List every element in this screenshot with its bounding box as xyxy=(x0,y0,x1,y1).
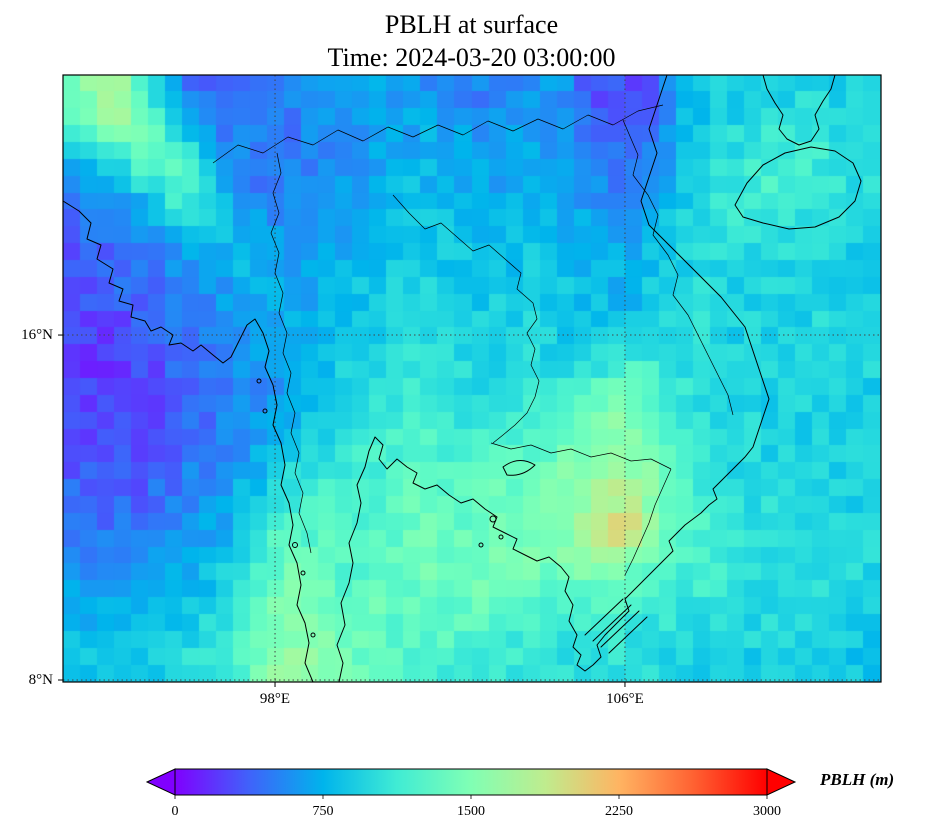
island xyxy=(256,378,262,384)
border-myanmar-thailand xyxy=(270,152,312,554)
axis-ticks xyxy=(58,334,626,687)
border-cambodia-vietnam xyxy=(624,468,672,576)
axes-frame xyxy=(62,74,882,683)
coast-hainan-island xyxy=(734,146,862,230)
border-china xyxy=(212,104,664,164)
island xyxy=(292,542,298,548)
island xyxy=(498,534,504,540)
pblh-heatmap-canvas xyxy=(63,75,881,682)
x-tick-label: 98°E xyxy=(259,691,291,707)
island xyxy=(478,542,484,548)
border-thailand-laos xyxy=(392,194,540,444)
colorbar-over-arrow xyxy=(766,768,797,796)
gridlines xyxy=(63,75,881,682)
title-block: PBLH at surface Time: 2024-03-20 03:00:0… xyxy=(0,8,943,74)
mekong-delta-channel-4 xyxy=(608,616,648,654)
colorbar-gradient xyxy=(174,768,768,796)
country-borders xyxy=(212,104,734,576)
island xyxy=(300,570,306,576)
mekong-delta-channel-3 xyxy=(600,610,640,648)
plot-title: PBLH at surface xyxy=(384,10,559,39)
colorbar-under-arrow xyxy=(145,768,176,796)
coast-myanmar-peninsula-west xyxy=(62,200,314,683)
colorbar-svg xyxy=(145,768,797,799)
colorbar-tick-label: 3000 xyxy=(753,804,781,819)
coastlines xyxy=(62,74,862,683)
tonle-sap-lake xyxy=(502,460,536,476)
mekong-delta-channel-2 xyxy=(592,604,632,642)
border-cambodia-north xyxy=(490,442,672,470)
colorbar-label: PBLH (m) xyxy=(820,770,895,789)
map-overlay xyxy=(58,74,882,687)
colorbar xyxy=(145,768,797,799)
map-plot xyxy=(58,74,882,687)
island xyxy=(310,632,316,638)
coast-gulf-vietnam xyxy=(336,74,770,683)
mekong-delta-channel-1 xyxy=(584,598,624,636)
y-tick-label: 16°N xyxy=(21,327,53,344)
colorbar-tick-label: 0 xyxy=(171,804,179,819)
plot-subtitle: Time: 2024-03-20 03:00:00 xyxy=(327,43,616,72)
y-tick-label: 8°N xyxy=(28,671,53,688)
colorbar-tick-label: 2250 xyxy=(605,804,633,819)
x-tick-label: 106°E xyxy=(606,691,644,707)
border-laos-vietnam xyxy=(622,119,734,416)
colorbar-ticks xyxy=(174,795,768,799)
island xyxy=(489,515,497,523)
colorbar-tick-label: 750 xyxy=(312,804,334,819)
island xyxy=(262,408,268,414)
colorbar-tick-label: 1500 xyxy=(457,804,485,819)
coast-leizhou-peninsula xyxy=(762,74,836,146)
